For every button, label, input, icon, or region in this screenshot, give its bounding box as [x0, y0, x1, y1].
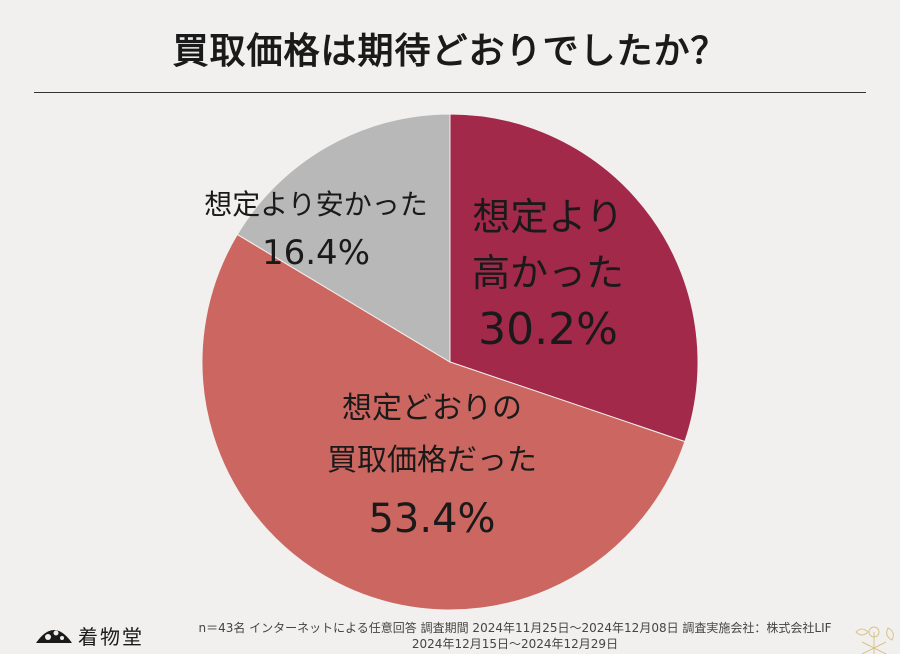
logo-text: 着物堂: [78, 625, 144, 649]
gold-flower-pattern-icon: [855, 626, 894, 654]
fan-logo-icon: [36, 630, 72, 643]
slice-label: 想定より: [472, 195, 623, 239]
slice-value-label: 30.2%: [478, 304, 618, 355]
pie-slice: [449, 113, 699, 443]
footnote-line-2: 2024年12月15日～2024年12月29日: [411, 637, 619, 651]
slice-label: 買取価格だった: [327, 443, 537, 478]
logo: 着物堂: [34, 621, 164, 649]
pie-slice: [236, 113, 451, 363]
pie-slice: [201, 233, 686, 611]
chart-title: 買取価格は期待どおりでしたか？: [172, 31, 728, 72]
survey-footnote: n＝43名 インターネットによる任意回答 調査期間 2024年11月25日～20…: [170, 620, 860, 652]
slice-label: 想定どおりの: [342, 391, 522, 426]
slice-label: 想定より安かった: [204, 188, 427, 221]
slice-label: 高かった: [472, 251, 624, 295]
footnote-line-1: n＝43名 インターネットによる任意回答 調査期間 2024年11月25日～20…: [198, 621, 832, 635]
slice-value-label: 53.4%: [368, 496, 495, 542]
title-divider: [34, 92, 866, 93]
slice-value-label: 16.4%: [262, 233, 370, 273]
